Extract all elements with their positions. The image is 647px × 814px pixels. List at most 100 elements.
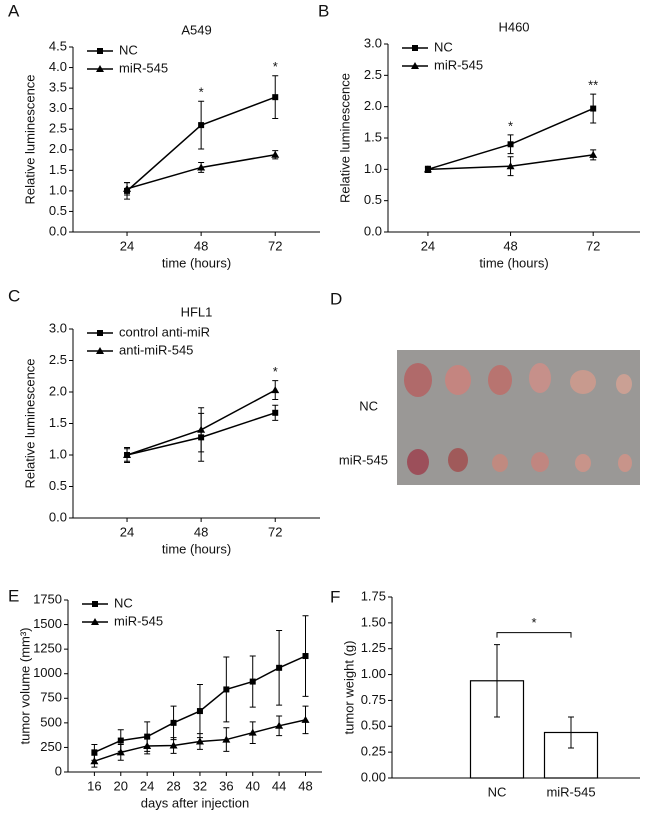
x-axis-label: time (hours): [162, 541, 231, 556]
marker: [170, 719, 177, 726]
tumor: [618, 454, 632, 472]
y-tick-label: 1.0: [364, 161, 382, 176]
y-tick-label: 1.50: [361, 614, 386, 629]
marker: [506, 162, 515, 170]
x-tick-label: 44: [272, 778, 286, 793]
x-tick-label: 20: [114, 778, 128, 793]
marker: [116, 748, 125, 756]
x-tick-label: 48: [503, 238, 517, 253]
x-axis-label: time (hours): [162, 255, 231, 270]
marker: [249, 678, 256, 685]
marker: [97, 330, 103, 336]
y-tick-label: 750: [40, 690, 62, 705]
x-tick-label: 16: [87, 778, 101, 793]
chart-title: A549: [181, 22, 211, 37]
y-tick-label: 2.0: [364, 98, 382, 113]
x-tick-label: 24: [120, 238, 134, 253]
x-tick-label: 72: [268, 524, 282, 539]
y-axis-label: Relative luminescence: [22, 74, 37, 204]
x-tick-label: NC: [488, 784, 507, 799]
marker: [411, 62, 419, 69]
marker: [222, 735, 231, 743]
y-tick-label: 0.25: [361, 744, 386, 759]
tumor: [529, 363, 551, 393]
photo-background: [397, 350, 640, 485]
y-tick-label: 2.5: [364, 67, 382, 82]
error-bar: [568, 716, 574, 749]
y-tick-label: 0.00: [361, 769, 386, 784]
legend-label: control anti-miR: [119, 324, 210, 339]
y-tick-label: 0.0: [364, 223, 382, 238]
marker: [90, 757, 99, 765]
tumor: [575, 454, 591, 472]
tumor: [616, 374, 632, 394]
chart-title: HFL1: [181, 304, 213, 319]
x-tick-label: 72: [586, 238, 600, 253]
y-tick-label: 4.0: [49, 59, 67, 74]
y-tick-label: 2.0: [49, 141, 67, 156]
tumor: [445, 365, 471, 395]
y-tick-label: 1250: [33, 641, 62, 656]
marker: [276, 664, 283, 671]
significance-bracket: [496, 632, 572, 638]
x-tick-label: 48: [194, 238, 208, 253]
panel-letter: E: [8, 586, 19, 605]
tumor: [407, 449, 429, 475]
marker: [117, 737, 124, 744]
marker: [223, 686, 230, 693]
y-tick-label: 1.0: [49, 446, 67, 461]
x-tick-label: 40: [245, 778, 259, 793]
marker: [96, 347, 104, 354]
y-tick-label: 0.5: [364, 192, 382, 207]
marker: [271, 150, 280, 158]
x-tick-label: 24: [421, 238, 435, 253]
y-axis-label: Relative luminescence: [337, 73, 352, 203]
legend-label: NC: [119, 42, 138, 57]
panel-letter: F: [330, 587, 340, 606]
x-tick-label: 36: [219, 778, 233, 793]
x-axis-label: time (hours): [479, 255, 548, 270]
y-tick-label: 3.0: [364, 35, 382, 50]
y-tick-label: 0.5: [49, 203, 67, 218]
marker: [198, 122, 205, 129]
y-tick-label: 0.50: [361, 718, 386, 733]
significance-mark: *: [508, 118, 513, 133]
y-tick-label: 1.25: [361, 640, 386, 655]
marker: [123, 451, 132, 458]
marker: [197, 425, 206, 433]
x-axis-label: days after injection: [141, 795, 249, 810]
marker: [196, 708, 203, 715]
legend-label: miR-545: [114, 613, 163, 628]
marker: [144, 733, 151, 740]
y-tick-label: 0: [55, 763, 62, 778]
y-axis-label: Relative luminescence: [22, 358, 37, 488]
tumor-photo: [397, 350, 640, 485]
marker: [91, 618, 99, 625]
y-tick-label: 0.0: [49, 223, 67, 238]
marker: [302, 653, 309, 660]
x-tick-label: 24: [140, 778, 154, 793]
y-tick-label: 0.0: [49, 509, 67, 524]
marker: [92, 601, 98, 607]
y-tick-label: 3.0: [49, 320, 67, 335]
significance-mark: *: [273, 364, 278, 379]
x-tick-label: 28: [166, 778, 180, 793]
x-tick-label: 72: [268, 238, 282, 253]
marker: [272, 94, 279, 101]
marker: [275, 721, 284, 729]
y-tick-label: 1.5: [49, 162, 67, 177]
significance-mark: *: [531, 615, 536, 630]
y-tick-label: 3.5: [49, 80, 67, 95]
panel-letter: D: [330, 289, 342, 308]
y-tick-label: 1.00: [361, 666, 386, 681]
x-tick-label: 48: [298, 778, 312, 793]
marker: [271, 386, 280, 394]
y-tick-label: 3.0: [49, 100, 67, 115]
y-axis-label: tumor volume (mm³): [17, 627, 32, 744]
panel-letter: A: [8, 1, 20, 20]
legend-label: NC: [114, 595, 133, 610]
x-tick-label: miR-545: [546, 784, 595, 799]
y-tick-label: 2.5: [49, 121, 67, 136]
y-tick-label: 0.5: [49, 478, 67, 493]
tumor: [448, 448, 468, 472]
